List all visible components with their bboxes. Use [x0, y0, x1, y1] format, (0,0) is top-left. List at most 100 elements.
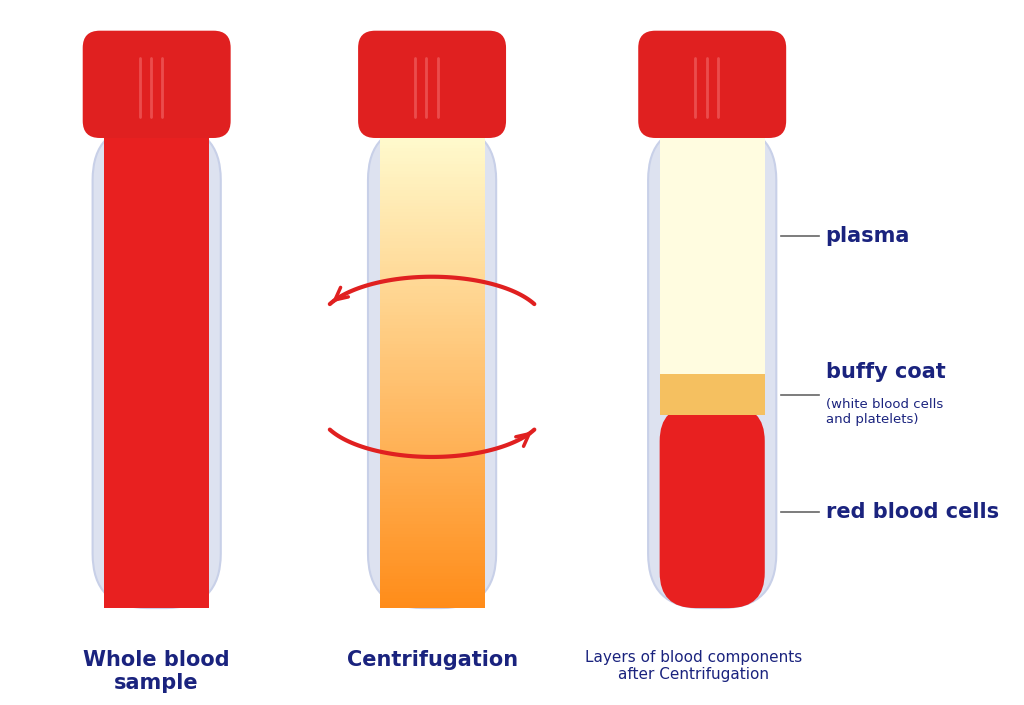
Bar: [380, 255, 484, 257]
Bar: [380, 161, 484, 164]
Bar: [104, 125, 209, 608]
Bar: [380, 498, 484, 502]
Bar: [380, 450, 484, 454]
Text: (white blood cells
and platelets): (white blood cells and platelets): [825, 398, 943, 427]
Bar: [380, 537, 484, 541]
Bar: [380, 479, 484, 483]
Bar: [380, 379, 484, 383]
Bar: [380, 125, 484, 129]
Bar: [380, 402, 484, 405]
Bar: [380, 212, 484, 216]
Bar: [380, 492, 484, 496]
Bar: [380, 605, 484, 608]
Bar: [380, 376, 484, 380]
Bar: [380, 470, 484, 473]
Bar: [380, 579, 484, 582]
Bar: [380, 409, 484, 412]
Bar: [380, 293, 484, 296]
Bar: [380, 585, 484, 589]
Bar: [380, 232, 484, 235]
Bar: [380, 424, 484, 428]
Bar: [380, 357, 484, 360]
Bar: [380, 463, 484, 467]
Bar: [380, 251, 484, 255]
Bar: [380, 556, 484, 560]
Bar: [380, 473, 484, 476]
Bar: [380, 566, 484, 570]
Bar: [380, 247, 484, 251]
Bar: [380, 505, 484, 508]
Bar: [380, 441, 484, 444]
Bar: [380, 592, 484, 595]
Bar: [380, 283, 484, 286]
Bar: [380, 328, 484, 331]
Bar: [380, 428, 484, 431]
Bar: [380, 476, 484, 479]
Text: red blood cells: red blood cells: [825, 501, 998, 522]
Bar: [380, 541, 484, 544]
Bar: [380, 129, 484, 132]
Bar: [380, 576, 484, 579]
FancyBboxPatch shape: [358, 31, 506, 138]
Bar: [380, 321, 484, 325]
Bar: [380, 354, 484, 357]
Bar: [380, 438, 484, 441]
Bar: [380, 393, 484, 396]
Bar: [380, 572, 484, 576]
FancyBboxPatch shape: [92, 125, 221, 608]
Bar: [380, 518, 484, 521]
Bar: [380, 412, 484, 415]
Bar: [380, 216, 484, 219]
Bar: [380, 145, 484, 148]
Bar: [380, 190, 484, 193]
Bar: [380, 367, 484, 370]
Bar: [380, 154, 484, 158]
Bar: [380, 196, 484, 200]
Bar: [380, 348, 484, 351]
FancyBboxPatch shape: [659, 405, 765, 608]
Bar: [380, 280, 484, 283]
Bar: [380, 338, 484, 341]
Bar: [380, 341, 484, 344]
Bar: [380, 238, 484, 241]
Bar: [380, 193, 484, 197]
Bar: [380, 306, 484, 309]
Bar: [380, 434, 484, 438]
FancyBboxPatch shape: [648, 125, 776, 608]
Bar: [380, 531, 484, 534]
Text: plasma: plasma: [825, 226, 910, 245]
Bar: [380, 135, 484, 138]
Bar: [380, 431, 484, 434]
Bar: [659, 125, 765, 374]
Bar: [380, 183, 484, 187]
Bar: [380, 158, 484, 161]
Bar: [380, 589, 484, 592]
Bar: [380, 502, 484, 505]
Bar: [380, 405, 484, 409]
Bar: [380, 167, 484, 171]
Bar: [380, 344, 484, 348]
Bar: [380, 152, 484, 154]
Bar: [380, 315, 484, 319]
Bar: [380, 222, 484, 226]
Bar: [380, 274, 484, 277]
Bar: [380, 386, 484, 389]
Bar: [380, 370, 484, 373]
FancyBboxPatch shape: [638, 31, 786, 138]
Bar: [380, 309, 484, 312]
Bar: [380, 241, 484, 245]
Bar: [380, 418, 484, 422]
Bar: [380, 444, 484, 447]
Bar: [380, 200, 484, 203]
Text: Whole blood
sample: Whole blood sample: [83, 650, 230, 693]
Bar: [380, 553, 484, 556]
Bar: [380, 496, 484, 498]
Bar: [380, 399, 484, 403]
Bar: [380, 270, 484, 274]
Bar: [380, 482, 484, 486]
Bar: [659, 374, 765, 415]
Bar: [380, 203, 484, 206]
Bar: [380, 550, 484, 553]
Bar: [380, 148, 484, 152]
Bar: [380, 219, 484, 222]
